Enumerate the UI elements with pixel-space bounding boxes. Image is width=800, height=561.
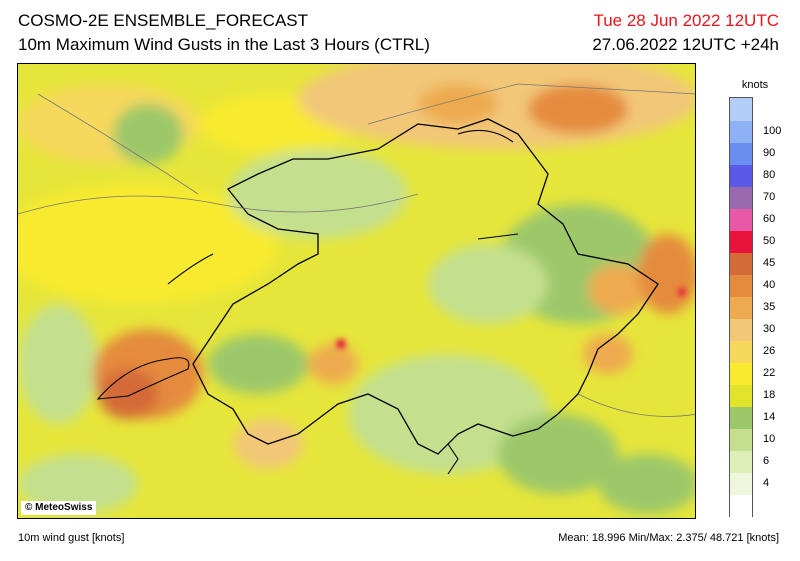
legend-colorbar — [729, 97, 753, 517]
lake-zurich — [477, 233, 519, 240]
legend-tick-label: 4 — [763, 477, 770, 489]
gust-zone-lake-geneva-core — [98, 369, 158, 419]
legend-swatch — [730, 340, 752, 363]
legend-swatch — [730, 494, 752, 517]
gust-zone-germany-west — [418, 84, 498, 124]
gust-zone-green-valais — [208, 334, 308, 394]
legend-tick-label: 80 — [763, 169, 776, 181]
statistics-label: Mean: 18.996 Min/Max: 2.375/ 48.721 [kno… — [558, 532, 779, 544]
legend-tick-label: 10 — [763, 433, 776, 445]
legend-swatch — [730, 274, 752, 297]
map-title: COSMO-2E ENSEMBLE_FORECAST — [18, 11, 309, 30]
copyright-notice: © MeteoSwiss — [21, 501, 97, 515]
legend-swatch — [730, 208, 752, 231]
legend-swatch — [730, 120, 752, 143]
country-border-germany — [367, 83, 695, 125]
legend-swatch — [730, 362, 752, 385]
legend-swatch — [730, 142, 752, 165]
legend-tick-label: 60 — [763, 213, 776, 225]
gust-zone-jura-west — [18, 184, 278, 304]
gust-zone-green-ticino — [498, 414, 618, 494]
gust-zone-green-central — [428, 244, 548, 324]
legend-tick-label: 14 — [763, 411, 776, 423]
lake-geneva — [96, 357, 190, 400]
legend-tick-label: 30 — [763, 323, 776, 335]
valid-time: Tue 28 Jun 2022 12UTC — [593, 11, 779, 30]
gust-peak-east — [678, 288, 686, 296]
legend-tick-label: 50 — [763, 235, 776, 247]
legend-tick-label: 35 — [763, 301, 776, 313]
legend-swatch — [730, 318, 752, 341]
legend-unit: knots — [741, 79, 769, 91]
legend-swatch — [730, 428, 752, 451]
gust-zone-graubuenden — [588, 264, 648, 314]
wind-gust-field — [18, 64, 695, 518]
legend-tick-label: 45 — [763, 257, 776, 269]
gust-zone-green-north-west — [113, 104, 183, 164]
legend-tick-label: 70 — [763, 191, 776, 203]
legend-swatch — [730, 450, 752, 473]
legend-tick-label: 40 — [763, 279, 776, 291]
variable-label: 10m wind gust [knots] — [18, 532, 125, 544]
legend-swatch — [730, 230, 752, 253]
legend-tick-label: 22 — [763, 367, 776, 379]
gust-zone-green-plateau — [228, 149, 408, 239]
legend-tick-label: 6 — [763, 455, 770, 467]
gust-zone-engadin — [583, 334, 633, 374]
legend-swatch — [730, 98, 752, 121]
legend-tick-label: 90 — [763, 147, 776, 159]
legend-swatch — [730, 186, 752, 209]
legend-swatch — [730, 252, 752, 275]
map-subtitle: 10m Maximum Wind Gusts in the Last 3 Hou… — [18, 35, 430, 54]
gust-zone-bernese-oberland — [308, 344, 358, 384]
lake-constance — [457, 129, 514, 143]
wind-gust-map: © MeteoSwiss — [17, 63, 696, 519]
gust-peak-alps — [336, 339, 346, 349]
run-time: 27.06.2022 12UTC +24h — [592, 35, 779, 54]
legend-swatch — [730, 164, 752, 187]
legend-tick-label: 26 — [763, 345, 776, 357]
legend-swatch — [730, 406, 752, 429]
legend-swatch — [730, 472, 752, 495]
lake-maggiore — [447, 443, 459, 475]
lake-neuchatel — [167, 253, 214, 285]
gust-peaks — [336, 288, 686, 349]
legend-tick-label: 18 — [763, 389, 776, 401]
gust-zone-green-west — [18, 304, 98, 424]
gust-zone-germany-core — [528, 84, 628, 134]
gust-zone-green-south — [348, 354, 548, 474]
legend-swatch — [730, 384, 752, 407]
swiss-border — [192, 118, 659, 455]
legend-tick-label: 100 — [763, 125, 782, 137]
country-border-italy — [577, 393, 695, 417]
river-line — [18, 193, 419, 215]
gust-zone-green-south-west — [18, 454, 138, 514]
gust-zone-green-south-east — [598, 454, 695, 514]
legend-swatch — [730, 296, 752, 319]
country-border-france — [37, 93, 199, 195]
